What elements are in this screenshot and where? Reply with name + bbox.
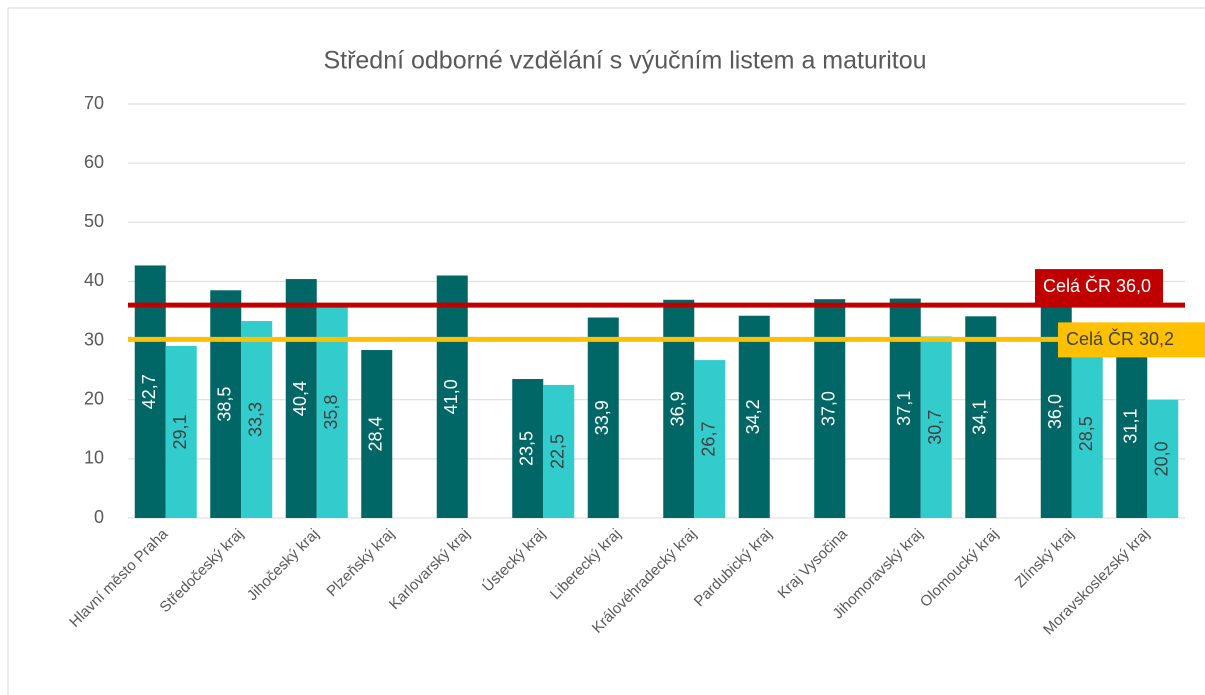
data-label: 42,7 <box>139 374 159 409</box>
bar <box>920 336 952 518</box>
bar <box>361 350 393 518</box>
data-label: 40,4 <box>290 381 310 416</box>
data-label: 31,1 <box>1121 409 1141 444</box>
bar <box>241 321 273 518</box>
data-label: 37,0 <box>819 391 839 426</box>
bar <box>285 279 317 518</box>
data-label: 37,1 <box>894 391 914 426</box>
data-label: 38,5 <box>215 387 235 422</box>
bar <box>889 298 921 518</box>
bar <box>1147 399 1179 518</box>
data-label: 41,0 <box>441 379 461 414</box>
bar <box>543 384 575 518</box>
reference-label-box <box>1058 322 1205 358</box>
bar <box>1071 349 1103 518</box>
data-label: 33,9 <box>592 400 612 435</box>
y-tick-label: 0 <box>94 507 104 527</box>
y-tick-label: 40 <box>84 270 104 290</box>
y-tick-label: 50 <box>84 211 104 231</box>
data-label: 28,4 <box>366 416 386 451</box>
bar <box>512 379 544 518</box>
reference-label: Celá ČR 30,2 <box>1066 328 1174 349</box>
bar <box>1116 334 1148 518</box>
bar <box>436 275 468 518</box>
data-label: 36,9 <box>668 391 688 426</box>
y-tick-label: 60 <box>84 152 104 172</box>
y-tick-label: 20 <box>84 388 104 408</box>
data-label: 20,0 <box>1152 441 1172 476</box>
y-tick-label: 30 <box>84 329 104 349</box>
reference-label-box <box>1035 269 1163 305</box>
bar <box>587 317 619 518</box>
data-label: 30,7 <box>925 410 945 445</box>
y-tick-label: 10 <box>84 448 104 468</box>
y-tick-label: 70 <box>84 93 104 113</box>
data-label: 29,1 <box>170 414 190 449</box>
data-label: 33,3 <box>246 402 266 437</box>
data-label: 26,7 <box>699 422 719 457</box>
bar <box>965 316 997 518</box>
data-label: 34,1 <box>970 400 990 435</box>
data-label: 22,5 <box>548 434 568 469</box>
data-label: 36,0 <box>1045 394 1065 429</box>
chart-title: Střední odborné vzdělání s výučním liste… <box>323 47 926 75</box>
reference-label: Celá ČR 36,0 <box>1043 275 1151 296</box>
data-label: 35,8 <box>321 395 341 430</box>
bar <box>165 345 197 518</box>
bar <box>738 315 770 518</box>
data-label: 23,5 <box>517 431 537 466</box>
bar <box>814 299 846 518</box>
bar <box>694 360 726 518</box>
data-label: 34,2 <box>743 399 763 434</box>
data-label: 28,5 <box>1076 416 1096 451</box>
bar <box>210 290 242 518</box>
bar <box>663 299 695 518</box>
